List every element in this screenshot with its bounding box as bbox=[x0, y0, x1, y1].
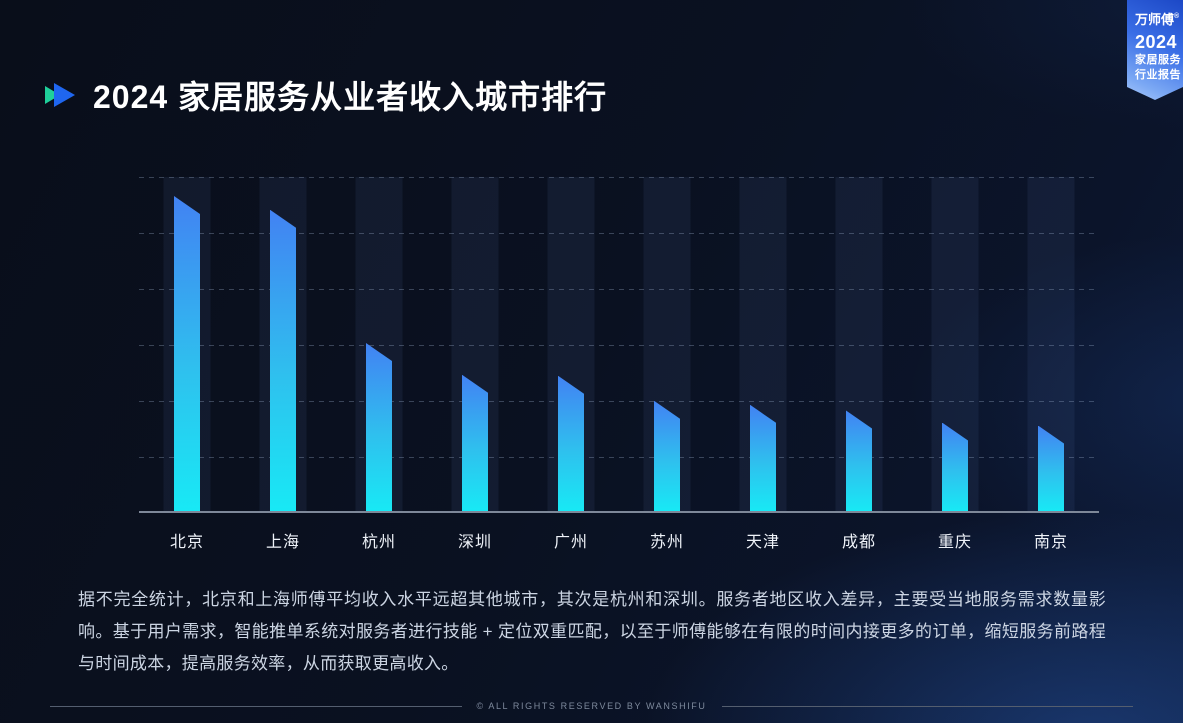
bar-杭州 bbox=[366, 343, 392, 511]
gridline bbox=[139, 457, 1099, 458]
gridline bbox=[139, 345, 1099, 346]
bar-广州 bbox=[558, 375, 584, 511]
footer-divider-right bbox=[721, 705, 1134, 707]
x-axis-label: 北京 bbox=[169, 534, 204, 551]
x-axis-label: 南京 bbox=[1033, 534, 1068, 551]
category-slot-杭州 bbox=[331, 177, 427, 511]
category-slot-苏州 bbox=[619, 177, 715, 511]
x-axis-label: 杭州 bbox=[361, 534, 396, 551]
title-marker-icon bbox=[45, 83, 76, 107]
bar-深圳 bbox=[462, 374, 488, 511]
header: 2024 家居服务从业者收入城市排行 bbox=[45, 72, 607, 118]
brand-logo: 万师傅® bbox=[1135, 13, 1183, 26]
category-slot-上海 bbox=[235, 177, 331, 511]
blue-arrow-icon bbox=[54, 83, 75, 107]
x-axis-label: 深圳 bbox=[457, 534, 492, 551]
ribbon-line2: 行业报告 bbox=[1135, 69, 1181, 81]
bar-北京 bbox=[174, 196, 200, 511]
ribbon-line1: 家居服务 bbox=[1135, 54, 1181, 66]
category-slot-南京 bbox=[1003, 177, 1099, 511]
ribbon-year: 2024 bbox=[1135, 32, 1178, 52]
footer: © ALL RIGHTS RESERVED BY WANSHIFU bbox=[50, 701, 1134, 711]
plot-area bbox=[139, 177, 1099, 513]
bar-苏州 bbox=[654, 400, 680, 511]
x-axis-label: 天津 bbox=[745, 534, 780, 551]
gridline bbox=[139, 401, 1099, 402]
gridline bbox=[139, 289, 1099, 290]
footer-divider-left bbox=[50, 705, 462, 707]
x-axis-label: 重庆 bbox=[937, 534, 972, 551]
bar-天津 bbox=[750, 404, 776, 511]
category-slot-深圳 bbox=[427, 177, 523, 511]
category-slot-北京 bbox=[139, 177, 235, 511]
gridline bbox=[139, 233, 1099, 234]
registered-mark: ® bbox=[1174, 13, 1180, 20]
copyright-text: © ALL RIGHTS RESERVED BY WANSHIFU bbox=[476, 701, 707, 711]
category-slot-重庆 bbox=[907, 177, 1003, 511]
category-slot-广州 bbox=[523, 177, 619, 511]
page-title: 2024 家居服务从业者收入城市排行 bbox=[93, 79, 608, 115]
x-axis-label: 成都 bbox=[841, 534, 876, 551]
bar-成都 bbox=[846, 410, 872, 511]
category-slot-成都 bbox=[811, 177, 907, 511]
bar-上海 bbox=[270, 209, 296, 511]
x-axis-label: 广州 bbox=[553, 534, 588, 551]
description-paragraph: 据不完全统计，北京和上海师傅平均收入水平远超其他城市，其次是杭州和深圳。服务者地… bbox=[78, 590, 1106, 673]
gridline bbox=[139, 177, 1099, 178]
x-axis-labels: 北京 上海 杭州 深圳 广州 苏州 天津 成都 重庆 南京 bbox=[139, 528, 1099, 552]
x-axis-label: 苏州 bbox=[649, 534, 684, 551]
brand-name: 万师傅 bbox=[1135, 12, 1175, 27]
brand-ribbon: 万师傅® 2024 家居服务 行业报告 bbox=[1127, 0, 1183, 100]
x-axis-label: 上海 bbox=[265, 534, 300, 551]
category-slot-天津 bbox=[715, 177, 811, 511]
